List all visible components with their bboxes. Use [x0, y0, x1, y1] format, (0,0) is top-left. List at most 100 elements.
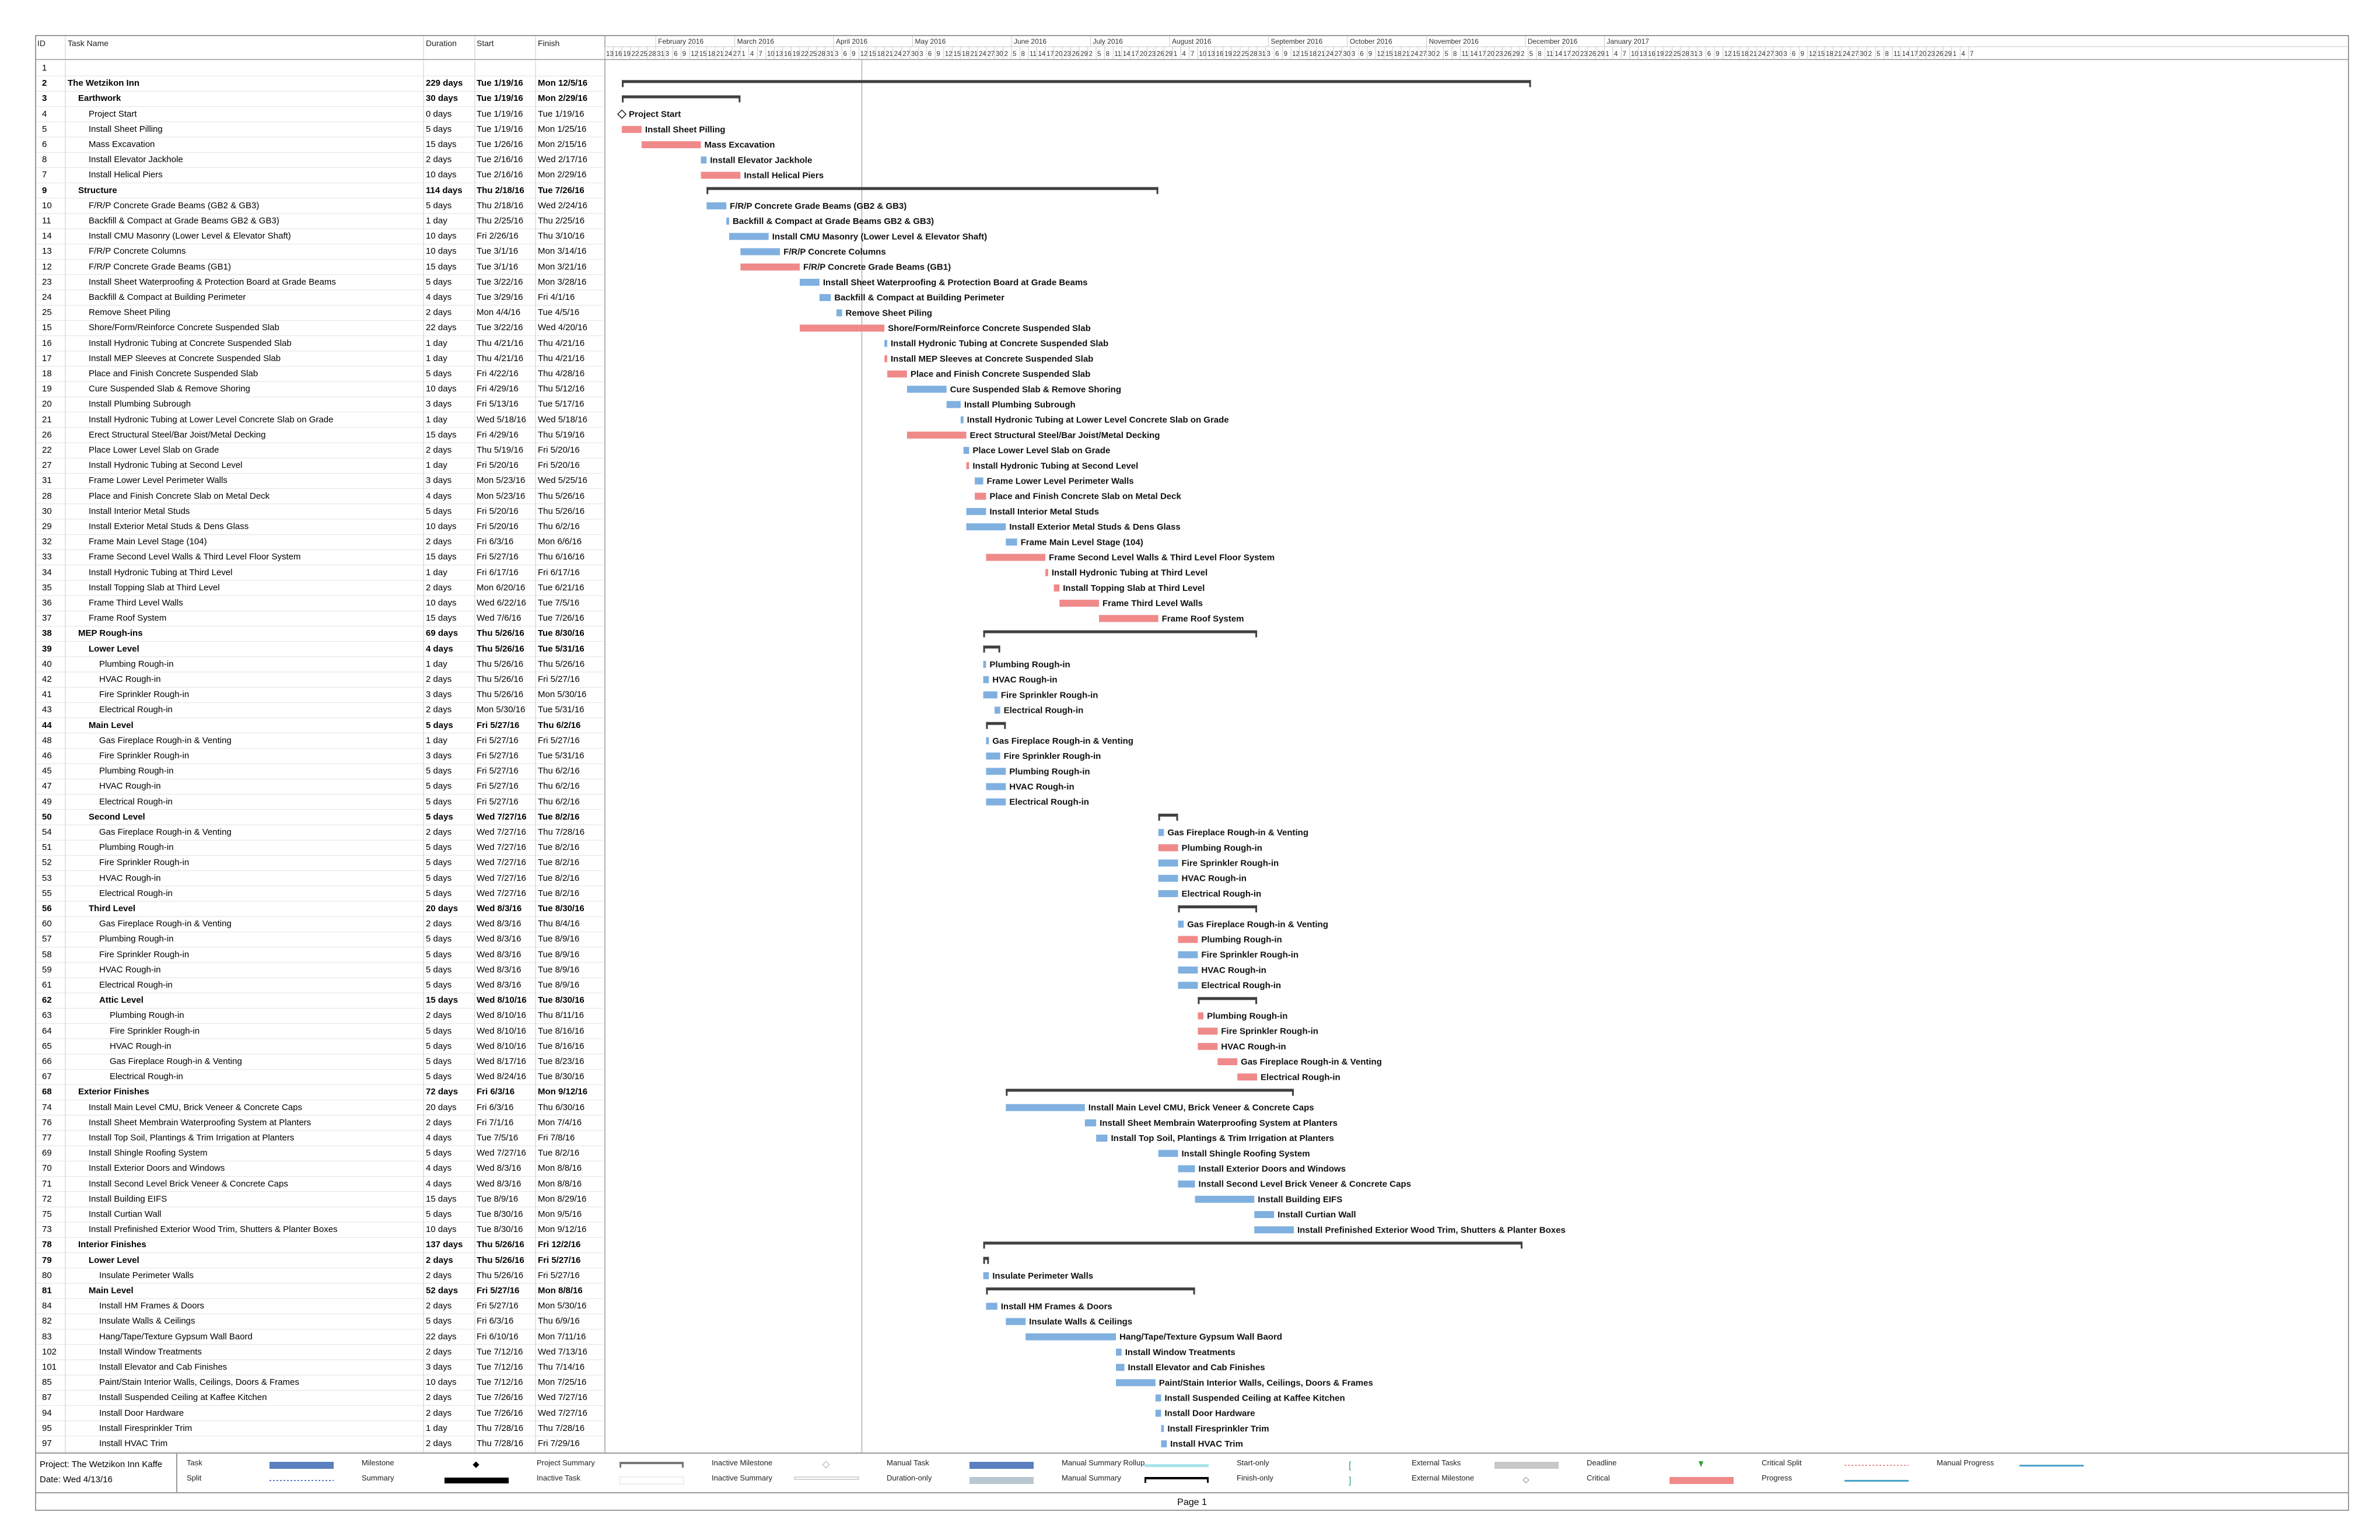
task-bar[interactable] [1059, 600, 1099, 607]
task-bar[interactable] [1045, 569, 1048, 576]
task-bar[interactable] [986, 1303, 998, 1310]
task-bar[interactable] [1006, 1318, 1026, 1325]
task-bar[interactable] [1198, 1042, 1218, 1050]
task-bar[interactable] [1096, 1135, 1108, 1142]
task-bar[interactable] [1155, 1409, 1161, 1417]
summary-bar[interactable] [1006, 1088, 1294, 1092]
task-finish: Mon 7/11/16 [538, 1331, 586, 1342]
task-bar[interactable] [701, 172, 741, 179]
task-bar[interactable] [1116, 1364, 1125, 1371]
task-bar[interactable] [1116, 1348, 1122, 1356]
summary-bar[interactable] [1158, 813, 1178, 817]
task-bar[interactable] [1254, 1226, 1294, 1234]
task-bar[interactable] [966, 508, 986, 515]
task-bar[interactable] [887, 370, 907, 378]
summary-bar[interactable] [983, 1241, 1522, 1245]
col-header-start[interactable]: Start [477, 38, 494, 48]
col-header-finish[interactable]: Finish [538, 38, 560, 48]
summary-bar[interactable] [983, 1256, 989, 1260]
task-bar[interactable] [946, 401, 961, 408]
task-bar[interactable] [907, 386, 947, 393]
task-finish: Mon 8/8/16 [538, 1163, 582, 1174]
task-bar[interactable] [963, 447, 970, 454]
task-bar[interactable] [1178, 966, 1198, 974]
summary-bar[interactable] [622, 80, 1531, 83]
summary-bar[interactable] [983, 645, 1000, 649]
milestone-marker[interactable] [617, 109, 627, 119]
task-bar[interactable] [1178, 936, 1198, 943]
task-bar[interactable] [1099, 615, 1158, 622]
summary-bar[interactable] [706, 187, 1158, 190]
task-bar[interactable] [986, 798, 1006, 806]
task-bar[interactable] [836, 309, 842, 317]
task-bar[interactable] [1161, 1424, 1164, 1432]
task-bar[interactable] [799, 324, 885, 332]
task-bar[interactable] [701, 156, 707, 164]
task-bar[interactable] [983, 691, 998, 699]
col-header-id[interactable]: ID [37, 38, 46, 48]
task-bar[interactable] [960, 416, 964, 424]
task-bar[interactable] [740, 263, 800, 271]
task-bar[interactable] [966, 523, 1006, 531]
task-bar[interactable] [1254, 1211, 1275, 1219]
task-bar[interactable] [1178, 951, 1198, 958]
task-bar[interactable] [1116, 1379, 1156, 1387]
task-bar[interactable] [729, 233, 769, 240]
task-bar[interactable] [1158, 890, 1178, 897]
task-bar[interactable] [1195, 1195, 1255, 1203]
task-bar[interactable] [986, 554, 1046, 561]
task-bar[interactable] [966, 462, 970, 470]
summary-bar[interactable] [1178, 905, 1258, 909]
task-bar[interactable] [622, 125, 642, 133]
tick-label: 9 [852, 51, 855, 58]
task-bar[interactable] [1161, 1440, 1167, 1448]
task-bar[interactable] [1217, 1058, 1238, 1066]
task-bar[interactable] [1158, 844, 1178, 852]
task-bar[interactable] [1178, 1180, 1195, 1188]
summary-bar[interactable] [986, 722, 1006, 725]
task-bar[interactable] [819, 294, 831, 302]
task-bar[interactable] [884, 355, 887, 362]
task-bar[interactable] [1178, 1165, 1195, 1172]
task-bar[interactable] [641, 141, 701, 149]
task-bar[interactable] [1006, 1104, 1085, 1111]
task-bar[interactable] [799, 278, 820, 286]
task-bar[interactable] [986, 752, 1000, 760]
task-bar[interactable] [740, 248, 780, 256]
task-bar[interactable] [983, 1272, 989, 1279]
task-bar[interactable] [726, 218, 729, 225]
tick-label: 25 [1674, 51, 1681, 58]
task-bar[interactable] [1158, 1150, 1178, 1157]
task-bar[interactable] [983, 660, 986, 668]
task-bar[interactable] [1158, 859, 1178, 867]
task-bar[interactable] [706, 202, 727, 209]
task-bar[interactable] [986, 768, 1006, 775]
summary-bar[interactable] [986, 1287, 1195, 1291]
summary-bar[interactable] [1198, 997, 1258, 1000]
task-bar[interactable] [1155, 1394, 1161, 1402]
task-bar[interactable] [1054, 584, 1060, 592]
summary-bar[interactable] [622, 95, 741, 99]
task-bar[interactable] [975, 492, 986, 500]
task-bar[interactable] [983, 676, 989, 684]
task-bar[interactable] [1178, 982, 1198, 989]
task-bar[interactable] [986, 737, 989, 744]
task-bar[interactable] [975, 477, 984, 485]
task-bar[interactable] [1237, 1073, 1258, 1081]
task-bar[interactable] [1158, 829, 1164, 836]
task-bar[interactable] [1198, 1012, 1204, 1020]
task-bar[interactable] [884, 340, 887, 347]
task-bar[interactable] [907, 431, 967, 439]
col-header-duration[interactable]: Duration [426, 38, 457, 48]
task-bar[interactable] [1006, 538, 1017, 546]
task-bar[interactable] [1198, 1027, 1218, 1035]
task-bar[interactable] [1026, 1333, 1116, 1340]
col-header-name[interactable]: Task Name [68, 38, 109, 48]
task-bar[interactable] [994, 706, 1000, 714]
task-bar[interactable] [1084, 1119, 1097, 1126]
task-bar[interactable] [986, 783, 1006, 790]
tick-label: 23 [1580, 51, 1588, 58]
task-bar[interactable] [1158, 874, 1178, 882]
task-bar[interactable] [1178, 921, 1184, 928]
summary-bar[interactable] [983, 630, 1258, 634]
